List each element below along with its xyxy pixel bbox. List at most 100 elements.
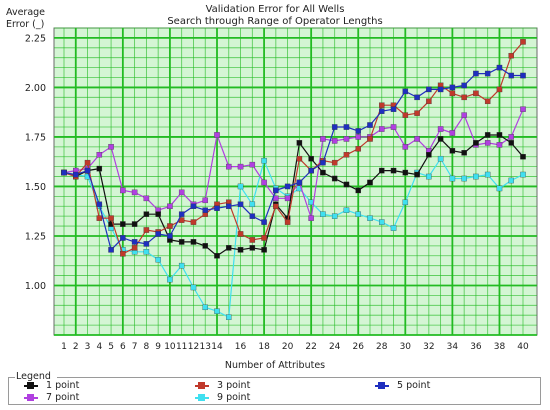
data-point-7-point — [343, 136, 350, 142]
x-tick-label: 6 — [120, 342, 126, 352]
major-grid — [54, 28, 537, 336]
x-tick-label: 16 — [235, 342, 247, 352]
data-point-9-point — [367, 215, 373, 221]
y-tick-label: 1.25 — [25, 231, 46, 242]
data-point-1-point — [155, 211, 161, 217]
data-point-7-point — [508, 134, 514, 140]
y-tick-label: 1.75 — [25, 132, 46, 143]
data-point-7-point — [355, 134, 361, 140]
data-point-7-point — [167, 203, 173, 210]
data-point-1-point — [190, 239, 197, 245]
x-tick-label: 3 — [85, 342, 91, 352]
x-tick-label: 4 — [96, 342, 102, 352]
data-point-3-point — [379, 102, 385, 108]
y-axis-label-line1: Average — [6, 7, 46, 18]
data-point-5-point — [520, 72, 526, 79]
data-point-7-point — [331, 138, 338, 144]
x-tick-label: 20 — [282, 342, 294, 352]
data-point-5-point — [190, 203, 197, 210]
data-point-7-point — [284, 195, 291, 202]
data-point-3-point — [426, 98, 432, 105]
data-point-7-point — [120, 187, 126, 194]
data-point-7-point — [449, 130, 456, 136]
data-point-9-point — [379, 219, 385, 225]
data-point-7-point — [520, 106, 526, 112]
data-point-7-point — [320, 136, 326, 142]
data-point-5-point — [390, 106, 397, 112]
data-point-5-point — [273, 187, 279, 194]
legend-frame — [8, 377, 541, 405]
data-point-9-point — [155, 256, 161, 263]
data-point-7-point — [108, 144, 114, 150]
data-point-5-point — [284, 183, 291, 190]
data-point-5-point — [437, 86, 444, 93]
data-point-1-point — [226, 245, 232, 251]
data-point-1-point — [426, 152, 432, 158]
data-point-5-point — [131, 239, 138, 245]
x-tick-label: 13 — [200, 342, 211, 352]
data-point-5-point — [167, 233, 173, 239]
x-tick-label: 14 — [211, 342, 223, 352]
data-point-3-point — [449, 90, 456, 97]
data-point-3-point — [473, 90, 479, 97]
data-point-3-point — [414, 110, 420, 116]
y-axis: 1.00 1.25 1.50 1.75 2.00 2.25 — [25, 33, 46, 292]
data-point-3-point — [190, 219, 197, 225]
data-point-1-point — [308, 155, 314, 162]
data-point-7-point — [249, 161, 256, 168]
data-point-9-point — [461, 175, 467, 182]
data-point-3-point — [508, 52, 514, 59]
chart-subtitle: Search through Range of Operator Lengths — [167, 16, 383, 27]
data-point-5-point — [426, 86, 432, 93]
data-point-5-point — [449, 84, 456, 91]
data-point-1-point — [261, 247, 267, 253]
x-tick-label: 32 — [423, 342, 434, 352]
data-point-3-point — [343, 152, 350, 158]
data-point-7-point — [261, 179, 267, 186]
legend-swatch-marker — [198, 382, 205, 389]
data-point-7-point — [402, 144, 409, 150]
data-point-1-point — [96, 165, 103, 172]
data-point-7-point — [461, 112, 467, 118]
data-point-1-point — [296, 140, 303, 146]
data-point-3-point — [402, 112, 409, 118]
data-point-7-point — [226, 163, 232, 170]
data-point-3-point — [167, 223, 173, 229]
data-point-5-point — [61, 169, 67, 176]
x-axis: 1 2 3 4 5 6 7 8 9 10 11 12 13 14 16 18 20 22 24 26 28 30 32 34 3… — [61, 342, 529, 352]
data-point-7-point — [214, 132, 220, 138]
x-tick-label: 12 — [188, 342, 199, 352]
x-axis-label: Number of Attributes — [224, 360, 326, 371]
data-point-7-point — [414, 136, 420, 142]
data-point-3-point — [273, 203, 279, 210]
data-point-5-point — [496, 64, 503, 71]
data-point-9-point — [473, 173, 479, 180]
data-point-7-point — [496, 142, 503, 148]
data-point-9-point — [449, 175, 456, 182]
legend-swatch-marker — [27, 394, 34, 401]
data-point-1-point — [414, 171, 420, 178]
data-point-5-point — [249, 213, 256, 219]
data-point-3-point — [284, 219, 291, 225]
legend-swatch-marker — [378, 382, 385, 389]
data-point-9-point — [355, 211, 361, 217]
data-point-1-point — [367, 179, 373, 186]
y-tick-label: 1.00 — [25, 281, 46, 292]
data-point-5-point — [237, 201, 244, 208]
data-point-5-point — [320, 159, 326, 166]
line-chart: 1.001.251.501.752.002.25 1 2 3 4 5 6 7 8 9 10 11 12… — [25, 27, 538, 352]
data-point-1-point — [402, 169, 409, 176]
data-point-5-point — [178, 211, 185, 217]
x-tick-label: 28 — [376, 342, 388, 352]
data-point-1-point — [484, 132, 491, 138]
data-point-1-point — [508, 140, 514, 146]
y-tick-label: 2.00 — [25, 83, 46, 94]
data-point-1-point — [390, 167, 397, 174]
data-point-3-point — [84, 159, 91, 166]
data-point-9-point — [167, 276, 173, 283]
data-point-3-point — [296, 155, 303, 162]
x-tick-label: 5 — [108, 342, 114, 352]
data-point-7-point — [379, 126, 385, 132]
data-point-1-point — [202, 243, 208, 249]
data-point-9-point — [343, 207, 350, 213]
